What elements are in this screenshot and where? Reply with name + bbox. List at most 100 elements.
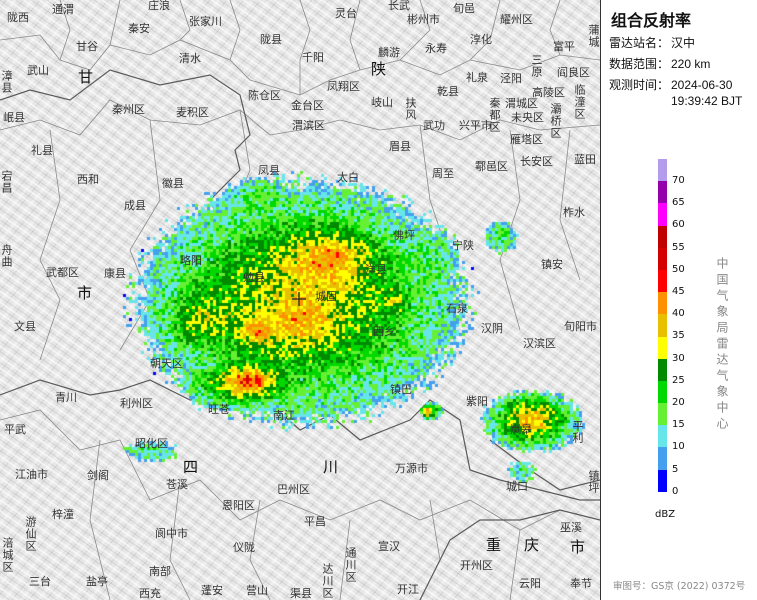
place-label: 雁塔区 [510,133,543,146]
place-label: 康县 [104,267,126,280]
place-label: 西和 [77,173,99,186]
province-label: 陕 [371,60,387,78]
legend-tick-label: 25 [672,374,685,386]
place-label: 江油市 [15,468,48,481]
place-label: 张家川 [189,15,222,28]
place-label: 石泉 [446,302,468,315]
place-label: 陇西 [7,11,29,24]
place-label: 南部 [149,565,171,578]
station-row: 雷达站名： 汉中 [609,36,695,53]
place-label: 开江 [397,583,419,596]
product-title: 组合反射率 [611,11,692,30]
place-label: 舟曲 [0,244,13,268]
place-label: 宁陕 [452,239,474,252]
place-label: 城固 [315,290,337,303]
place-label: 汉阴 [481,322,503,335]
station-value: 汉中 [671,36,696,50]
time-value: 19:39:42 BJT [671,94,743,108]
place-label: 秦都区 [488,97,501,133]
place-label: 岷县 [3,111,25,124]
place-label: 蓬安 [201,584,223,597]
place-label: 开州区 [460,559,493,572]
place-label: 文县 [14,320,36,333]
range-label: 数据范围： [609,57,669,71]
place-label: 庄浪 [148,0,170,12]
legend-swatch [658,181,667,204]
province-label: 市 [570,538,586,556]
place-label: 朝天区 [150,357,183,370]
place-label: 秦州区 [112,103,145,116]
place-label: 奉节 [570,577,592,590]
place-label: 陈仓区 [248,89,281,102]
legend-swatch [658,380,667,404]
place-label: 青川 [55,391,77,404]
place-label: 利州区 [120,397,153,410]
province-label: 市 [77,284,93,302]
place-label: 柞水 [563,206,585,219]
legend-tick-label: 40 [672,308,685,320]
place-label: 渠县 [290,587,312,600]
place-label: 武山 [27,64,49,77]
place-label: 三台 [29,575,51,588]
place-label: 汉滨区 [523,337,556,350]
legend-tick-label: 15 [672,419,685,431]
radar-map[interactable]: 甘 陕 市 四 川 重 庆 市 陇西 通渭 庄浪 秦安 张家川 陇县 甘谷 武山… [0,0,600,600]
place-label: 宕昌 [0,170,13,194]
place-label: 鄠邑区 [475,160,508,173]
place-label: 长武 [388,0,410,12]
place-label: 渭滨区 [292,119,325,132]
legend-swatch [658,247,667,270]
place-label: 昭化区 [135,437,168,450]
legend-tick-label: 50 [672,263,685,275]
place-label: 平昌 [304,515,326,528]
place-label: 成县 [124,199,146,212]
place-label: 三原 [530,54,543,78]
place-label: 徽县 [162,177,184,190]
place-label: 耀州区 [500,13,533,26]
province-label: 重 [486,536,502,554]
radar-station-marker-icon [292,292,306,306]
place-label: 城口 [506,480,528,493]
place-label: 西乡 [373,325,395,338]
place-label: 金台区 [291,99,324,112]
place-label: 紫阳 [466,395,488,408]
legend-tick-label: 0 [672,485,679,497]
place-label: 灵台 [335,7,357,20]
place-label: 阆中市 [155,527,188,540]
place-label: 镇巴 [390,383,412,396]
time-row: 观测时间： 2024-06-30 [609,78,732,95]
place-label: 岚皋 [510,423,532,436]
legend-swatch [658,358,667,381]
place-label: 岐山 [371,96,393,109]
legend-tick-label: 35 [672,330,685,342]
place-label: 太白 [337,171,359,184]
place-label: 麟游 [378,46,400,59]
place-label: 达川区 [321,563,334,599]
place-label: 阎良区 [557,66,590,79]
place-label: 陇县 [260,33,282,46]
province-label: 甘 [78,68,94,86]
legend-tick-label: 60 [672,219,685,231]
legend-tick-label: 20 [672,397,685,408]
place-label: 旬邑 [453,2,475,15]
station-label: 雷达站名： [609,36,669,50]
date-value: 2024-06-30 [671,78,733,92]
place-label: 蒲城 [587,24,600,48]
color-legend [658,159,667,492]
legend-tick-label: 30 [672,352,685,364]
radar-echo-layer [0,0,600,600]
place-label: 永寿 [425,42,447,55]
province-label: 川 [323,458,339,476]
place-label: 万源市 [395,462,428,475]
place-label: 泾阳 [500,72,522,85]
legend-tick-label: 65 [672,197,685,209]
place-label: 富平 [553,40,575,53]
place-label: 灞桥区 [549,103,562,139]
legend-swatch [658,403,667,426]
place-label: 仪陇 [233,541,255,554]
place-label: 略阳 [180,254,202,267]
legend-swatch [658,314,667,337]
place-label: 营山 [246,584,268,597]
place-label: 通川区 [344,547,357,583]
place-label: 周至 [432,167,454,180]
